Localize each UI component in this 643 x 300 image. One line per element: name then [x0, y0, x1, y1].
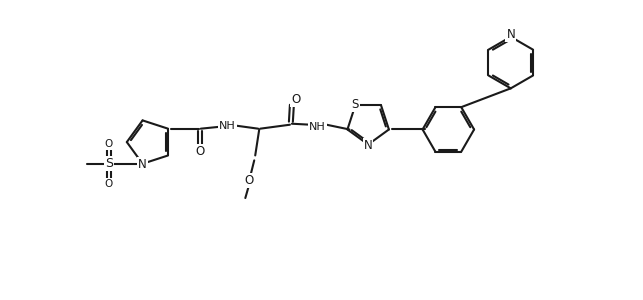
Text: O: O	[195, 145, 204, 158]
Text: O: O	[105, 139, 113, 149]
Text: NH: NH	[219, 121, 236, 131]
Text: O: O	[291, 93, 300, 106]
Text: NH: NH	[309, 122, 326, 132]
Text: O: O	[244, 174, 254, 187]
Text: O: O	[105, 178, 113, 189]
Text: N: N	[138, 158, 147, 171]
Text: S: S	[105, 157, 113, 170]
Text: N: N	[364, 139, 372, 152]
Text: S: S	[352, 98, 359, 111]
Text: N: N	[507, 28, 515, 41]
